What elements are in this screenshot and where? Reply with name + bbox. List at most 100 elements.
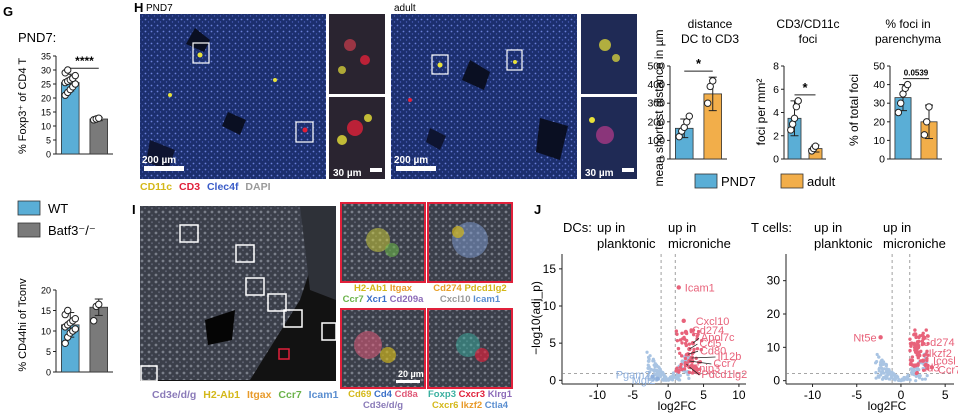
h-parenchyma-ylabel: % of total foci: [847, 74, 861, 146]
j-t-label-Ikzf2: Ikzf2: [929, 348, 952, 360]
j-t-point-ns: [914, 374, 918, 378]
j-dc-point-up: [675, 366, 679, 370]
j-dc-point-up: [676, 346, 681, 351]
j-t-point-up: [913, 332, 918, 336]
j-t-point-ns: [874, 361, 878, 365]
j-dc-ytick-label: 15: [543, 262, 557, 276]
j-t-point-up: [920, 342, 925, 347]
j-t-point-ns: [888, 377, 892, 381]
j-dc-point-up: [696, 329, 701, 334]
j-t-point-ns: [908, 378, 912, 382]
j-t-point-up: [908, 341, 913, 346]
j-dc-leader-Ccr7: [689, 360, 712, 365]
h-parenchyma-ytick-label: 20: [873, 116, 885, 128]
h-parenchyma-point: [903, 80, 912, 89]
j-dc-label-Cd274: Cd274: [692, 325, 724, 337]
j-volcano-plots: -10 -5 0 5 10051015Icam1Cxcl10Cd274Apol7cCcl…: [543, 254, 958, 402]
j-t-point-Cd274: [912, 341, 917, 347]
h-parenchyma-point: [925, 103, 933, 111]
panel-letter-g: G: [3, 4, 13, 19]
j-dc-point-up: [694, 356, 698, 360]
pnd7-overview-image: [140, 14, 326, 179]
h-distance-ytick-label: 100: [647, 135, 665, 147]
h-foci-title-line: foci: [799, 32, 818, 46]
j-t-ytick-label: 30: [767, 274, 781, 288]
j-dc-point-up: [699, 338, 704, 343]
h-foci-ytick-label: 4: [773, 107, 779, 119]
j-t-point-ns: [877, 355, 881, 359]
j-dc-point-up: [683, 341, 688, 346]
h-left-title: PND7: [146, 3, 173, 14]
j-t-xtick-label: -5: [851, 388, 862, 402]
j-t-label-Ccr7: Ccr7: [938, 364, 958, 376]
svg-text:Cd69 Cd4 Cd8a: Cd69 Cd4 Cd8a: [348, 389, 418, 400]
j-dc-point-ns: [675, 373, 679, 377]
g-top-bar-1: [89, 118, 108, 155]
g-bottom-point: [90, 317, 98, 325]
g-top-point: [64, 66, 72, 74]
j-t-label-Nt5e: Nt5e: [853, 332, 876, 344]
j-t-point-up: [926, 341, 930, 346]
j-t-point-ns: [884, 374, 888, 378]
pnd7-zoom-images: [329, 14, 385, 179]
j-dc-up-right-1: up in: [668, 220, 696, 235]
svg-text:Cd3e/d/g: Cd3e/d/g: [363, 400, 403, 411]
j-dc-point-ns: [664, 376, 668, 380]
j-dc-label-Cd80: Cd80: [700, 345, 726, 357]
i-lbl-1b: Xcr1: [366, 294, 387, 305]
j-dc-point-ns: [657, 366, 661, 370]
j-t-point-up: [916, 341, 920, 345]
j-t-point-up: [926, 366, 930, 371]
j-dc-point-ns: [656, 370, 660, 374]
j-t-point-up: [919, 349, 923, 354]
i-lbl-0a: H2-Ab1: [354, 283, 388, 294]
h-foci-ytick-label: 8: [773, 61, 779, 73]
h-foci-ytick-label: 0: [773, 154, 779, 166]
h-parenchyma-sig-label: 0.0539: [904, 69, 929, 78]
h-parenchyma-ytick-label: 50: [873, 61, 885, 73]
j-t-point-up: [910, 358, 915, 363]
h-parenchyma-ytick-label: 0: [879, 154, 885, 166]
j-dc-up-right-2: microniche: [668, 236, 731, 251]
h-parenchyma-point: [894, 108, 903, 117]
j-t-point-up: [921, 368, 926, 372]
h-distance-title-line: DC to CD3: [681, 32, 739, 46]
j-t-point-ns: [874, 371, 878, 375]
j-dc-xtick-label: -10: [589, 388, 607, 402]
legend-swatch-batf3: [17, 222, 41, 238]
g-bottom-ytick-label: 10: [41, 327, 51, 337]
i-main-legend: Cd3e/d/g H2-Ab1 Itgax Ccr7 Icam1: [152, 389, 339, 401]
j-dc-point-up: [678, 338, 683, 342]
j-t-ytick-label: 20: [767, 307, 781, 321]
j-dc-point-ns: [652, 363, 656, 367]
j-dc-point-ns: [677, 377, 681, 382]
i-lbl-7a: Cxcr6: [432, 400, 458, 411]
h-foci-point: [794, 97, 802, 105]
g-bottom-ytick-label: 0: [46, 368, 51, 378]
j-dc-point-up: [682, 335, 686, 340]
g-top-ytick-label: 5: [46, 136, 51, 146]
j-dc-point-up: [687, 370, 692, 374]
j-t-point-up: [926, 334, 930, 338]
panel-letter-j: J: [534, 202, 541, 217]
j-t-point-ns: [887, 369, 892, 373]
i-main-label-0: Cd3e/d/g: [152, 389, 196, 401]
j-t-point-Icosl: [920, 358, 926, 363]
j-dc-point-Icam1: [676, 285, 681, 290]
h-parenchyma-point: [922, 118, 931, 126]
spatial-transcriptomics-image: [140, 206, 337, 382]
j-t-point-ns: [877, 367, 881, 371]
j-dc-point-up: [674, 329, 679, 333]
g-top-chart: 0 5 10 15 20 25 30 35 ****: [41, 52, 113, 160]
panel-letter-i: I: [132, 202, 136, 217]
g-top-sig-label: ****: [75, 54, 94, 68]
h-right-title: adult: [394, 3, 416, 14]
j-t-point-ns: [880, 370, 884, 375]
j-dc-point-up: [684, 338, 689, 343]
i-lbl-0b: Itgax: [390, 283, 413, 294]
j-dc-point-Cxcl10: [681, 318, 686, 324]
j-t-point-ns: [881, 362, 885, 367]
i-lbl-6b: Cxcr3: [459, 389, 485, 400]
j-t-point-ns: [923, 377, 927, 381]
